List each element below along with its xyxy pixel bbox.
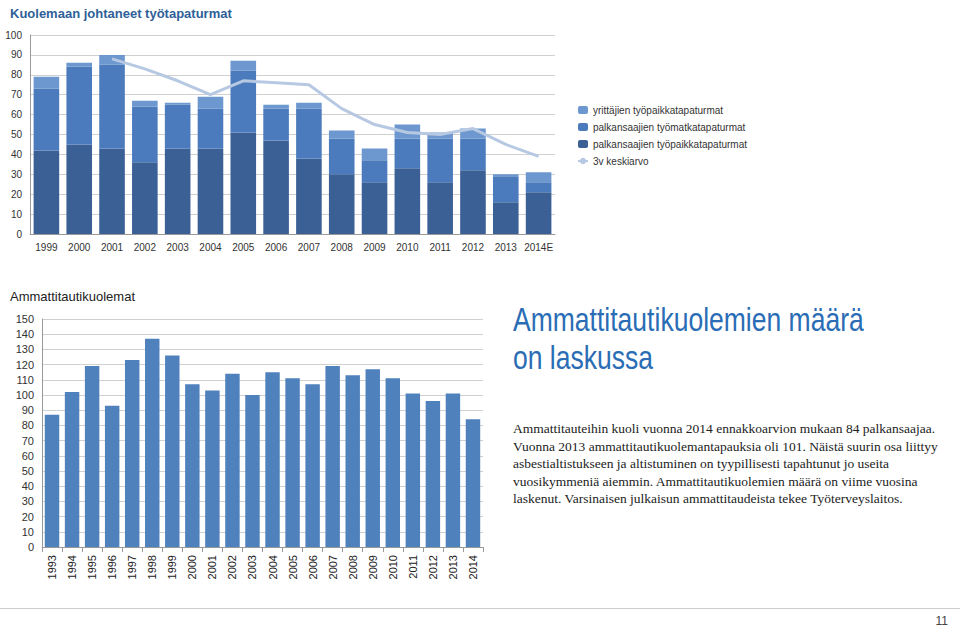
svg-text:2002: 2002	[226, 555, 238, 579]
svg-text:2013: 2013	[495, 242, 518, 253]
svg-text:130: 130	[16, 343, 34, 355]
svg-text:10: 10	[11, 209, 23, 220]
svg-text:2009: 2009	[367, 555, 379, 579]
svg-text:120: 120	[16, 359, 34, 371]
svg-text:10: 10	[22, 526, 34, 538]
svg-text:2007: 2007	[327, 555, 339, 579]
html-text:on laskussa: on laskussa	[513, 338, 653, 376]
svg-text:2009: 2009	[363, 242, 386, 253]
svg-text:yrittäjien työpaikkatapaturmat: yrittäjien työpaikkatapaturmat	[593, 105, 723, 116]
svg-text:Kuolemaan johtaneet työtapatur: Kuolemaan johtaneet työtapaturmat	[10, 6, 232, 21]
svg-text:2004: 2004	[267, 555, 279, 579]
svg-text:1994: 1994	[66, 555, 78, 579]
svg-text:2011: 2011	[407, 555, 419, 579]
svg-text:0: 0	[28, 541, 34, 553]
svg-text:40: 40	[22, 480, 34, 492]
svg-text:2008: 2008	[347, 555, 359, 579]
svg-text:2000: 2000	[68, 242, 91, 253]
svg-text:90: 90	[22, 404, 34, 416]
svg-text:2006: 2006	[307, 555, 319, 579]
svg-text:30: 30	[11, 169, 23, 180]
svg-text:140: 140	[16, 328, 34, 340]
svg-text:2007: 2007	[298, 242, 321, 253]
svg-text:80: 80	[22, 419, 34, 431]
html-text:Ammattitautikuolemien määrä: Ammattitautikuolemien määrä	[513, 300, 864, 338]
svg-text:2004: 2004	[199, 242, 222, 253]
svg-text:2005: 2005	[287, 555, 299, 579]
svg-text:2006: 2006	[265, 242, 288, 253]
svg-text:1995: 1995	[86, 555, 98, 579]
svg-text:2012: 2012	[462, 242, 485, 253]
svg-text:2003: 2003	[167, 242, 190, 253]
svg-text:2001: 2001	[206, 555, 218, 579]
svg-text:2002: 2002	[134, 242, 157, 253]
svg-text:70: 70	[11, 89, 23, 100]
svg-text:0: 0	[16, 229, 22, 240]
svg-text:60: 60	[11, 109, 23, 120]
svg-text:60: 60	[22, 450, 34, 462]
svg-text:2011: 2011	[429, 242, 451, 253]
svg-text:2010: 2010	[387, 555, 399, 579]
html-text:11: 11	[935, 614, 948, 628]
svg-text:70: 70	[22, 435, 34, 447]
svg-text:80: 80	[11, 69, 23, 80]
svg-text:2013: 2013	[447, 555, 459, 579]
svg-text:1998: 1998	[146, 555, 158, 579]
svg-text:2000: 2000	[186, 555, 198, 579]
svg-text:3v keskiarvo: 3v keskiarvo	[593, 156, 649, 167]
svg-text:2005: 2005	[232, 242, 255, 253]
svg-text:40: 40	[11, 149, 23, 160]
svg-text:20: 20	[11, 189, 23, 200]
svg-text:1996: 1996	[106, 555, 118, 579]
svg-text:2014E: 2014E	[524, 242, 553, 253]
svg-text:50: 50	[11, 129, 23, 140]
svg-text:2012: 2012	[427, 555, 439, 579]
svg-text:2003: 2003	[246, 555, 258, 579]
svg-text:30: 30	[22, 495, 34, 507]
svg-text:90: 90	[11, 49, 23, 60]
svg-text:2010: 2010	[396, 242, 419, 253]
svg-text:palkansaajien työmatkatapaturm: palkansaajien työmatkatapaturmat	[593, 122, 746, 133]
svg-text:1999: 1999	[166, 555, 178, 579]
svg-text:20: 20	[22, 511, 34, 523]
svg-text:100: 100	[16, 389, 34, 401]
svg-text:1999: 1999	[35, 242, 58, 253]
svg-text:2001: 2001	[101, 242, 124, 253]
svg-text:110: 110	[16, 374, 34, 386]
svg-text:2014: 2014	[467, 555, 479, 579]
svg-text:1993: 1993	[46, 555, 58, 579]
html-text:Ammattitauteihin kuoli vuonna: Ammattitauteihin kuoli vuonna 2014 ennak…	[513, 421, 938, 506]
svg-text:1997: 1997	[126, 555, 138, 579]
svg-text:palkansaajien työpaikkatapatur: palkansaajien työpaikkatapaturmat	[593, 139, 747, 150]
svg-text:100: 100	[5, 30, 22, 41]
svg-text:2008: 2008	[331, 242, 354, 253]
svg-text:50: 50	[22, 465, 34, 477]
svg-text:150: 150	[16, 313, 34, 325]
svg-text:Ammattitautikuolemat: Ammattitautikuolemat	[10, 289, 135, 304]
